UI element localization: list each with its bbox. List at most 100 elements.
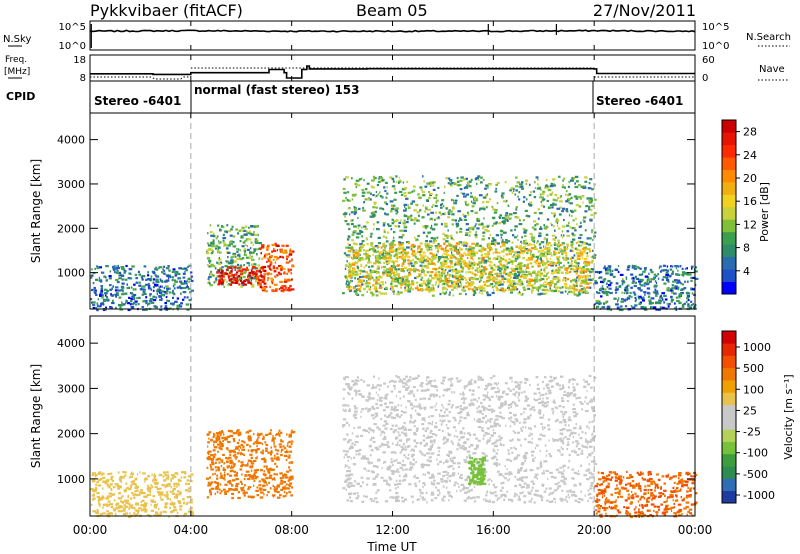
- scatter-pixel: [248, 475, 253, 478]
- scatter-pixel: [458, 259, 460, 262]
- scatter-pixel: [480, 270, 482, 273]
- scatter-pixel: [366, 182, 370, 185]
- scatter-pixel: [185, 502, 188, 505]
- scatter-pixel: [433, 257, 437, 260]
- scatter-pixel: [481, 222, 484, 225]
- scatter-pixel: [549, 257, 552, 260]
- scatter-pixel: [493, 257, 497, 260]
- scatter-pixel: [482, 227, 485, 230]
- scatter-pixel: [585, 268, 589, 271]
- scatter-pixel: [546, 272, 548, 276]
- scatter-pixel: [247, 449, 250, 452]
- scatter-pixel: [171, 270, 176, 273]
- scatter-pixel: [374, 257, 377, 260]
- scatter-pixel: [515, 250, 517, 253]
- scatter-pixel: [518, 283, 521, 286]
- scatter-pixel: [263, 285, 268, 288]
- scatter-pixel: [213, 434, 216, 437]
- scatter-pixel: [280, 439, 283, 442]
- scatter-pixel: [513, 212, 517, 215]
- scatter-pixel: [420, 254, 424, 257]
- scatter-pixel: [355, 186, 357, 189]
- scatter-pixel: [144, 510, 148, 513]
- scatter-pixel: [348, 262, 350, 265]
- scatter-pixel: [209, 463, 212, 466]
- scatter-pixel: [553, 262, 557, 266]
- scatter-pixel: [589, 250, 591, 253]
- scatter-pixel: [98, 503, 101, 506]
- scatter-pixel: [472, 228, 475, 231]
- scatter-pixel: [247, 459, 251, 462]
- scatter-pixel: [648, 272, 650, 275]
- scatter-pixel: [432, 181, 434, 184]
- scatter-pixel: [244, 464, 248, 467]
- scatter-pixel: [288, 253, 293, 256]
- scatter-pixel: [462, 286, 465, 289]
- scatter-pixel: [218, 269, 221, 272]
- scatter-pixel: [348, 265, 351, 268]
- scatter-pixel: [514, 265, 519, 268]
- scatter-pixel: [210, 465, 213, 468]
- scatter-pixel: [209, 224, 212, 227]
- scatter-pixel: [353, 290, 358, 293]
- scatter-pixel: [96, 266, 100, 270]
- scatter-pixel: [505, 247, 509, 250]
- scatter-pixel: [276, 452, 279, 455]
- scatter-pixel: [190, 297, 193, 300]
- scatter-pixel: [90, 298, 93, 301]
- scatter-pixel: [216, 269, 220, 272]
- scatter-pixel: [240, 489, 244, 492]
- scatter-pixel: [418, 274, 421, 277]
- scatter-pixel: [523, 242, 527, 245]
- scatter-pixel: [276, 491, 280, 494]
- scatter-pixel: [168, 483, 170, 486]
- scatter-pixel: [615, 282, 619, 285]
- scatter-pixel: [270, 450, 273, 453]
- scatter-pixel: [527, 287, 531, 290]
- scatter-pixel: [499, 256, 503, 260]
- scatter-pixel: [351, 274, 354, 277]
- scatter-pixel: [644, 275, 649, 278]
- scatter-pixel: [220, 490, 223, 493]
- scatter-pixel: [681, 283, 684, 286]
- scatter-pixel: [258, 484, 262, 487]
- scatter-pixel: [256, 445, 258, 448]
- scatter-pixel: [661, 298, 664, 301]
- scatter-pixel: [267, 471, 271, 474]
- scatter-pixel: [405, 468, 408, 471]
- scatter-pixel: [455, 257, 460, 260]
- scatter-pixel: [515, 208, 518, 211]
- scatter-pixel: [342, 292, 345, 295]
- scatter-pixel: [687, 303, 690, 306]
- scatter-pixel: [225, 271, 227, 274]
- scatter-pixel: [212, 440, 214, 443]
- scatter-pixel: [161, 305, 163, 308]
- scatter-pixel: [231, 479, 236, 482]
- scatter-pixel: [143, 505, 147, 508]
- scatter-pixel: [488, 271, 491, 274]
- scatter-pixel: [134, 509, 138, 512]
- scatter-pixel: [263, 460, 267, 463]
- scatter-pixel: [368, 288, 372, 291]
- scatter-pixel: [545, 178, 548, 182]
- scatter-pixel: [543, 251, 548, 254]
- scatter-pixel: [500, 236, 503, 239]
- scatter-pixel: [655, 294, 658, 297]
- scatter-pixel: [153, 283, 157, 286]
- scatter-pixel: [207, 484, 209, 487]
- scatter-pixel: [290, 268, 292, 271]
- scatter-pixel: [411, 281, 415, 284]
- scatter-pixel: [620, 305, 623, 308]
- scatter-pixel: [440, 279, 445, 282]
- scatter-pixel: [518, 256, 521, 259]
- scatter-pixel: [385, 251, 388, 254]
- scatter-pixel: [429, 244, 433, 247]
- scatter-pixel: [393, 231, 396, 234]
- scatter-pixel: [579, 225, 582, 228]
- scatter-pixel: [532, 253, 535, 256]
- scatter-pixel: [168, 291, 172, 294]
- scatter-pixel: [582, 201, 584, 204]
- scatter-pixel: [150, 301, 155, 304]
- scatter-pixel: [272, 290, 275, 293]
- scatter-pixel: [507, 247, 511, 251]
